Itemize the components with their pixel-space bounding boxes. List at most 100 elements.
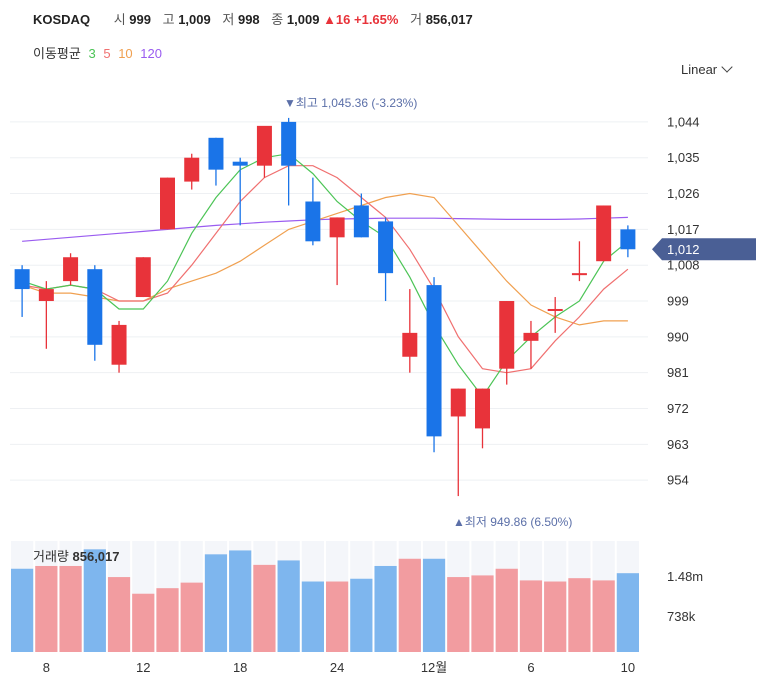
x-tick-label: 6 xyxy=(527,660,534,675)
moving-average-legend: 이동평균 3 5 10 120 xyxy=(33,43,166,62)
candle xyxy=(499,301,515,385)
candle-body xyxy=(353,205,369,238)
volume-bar xyxy=(35,565,58,652)
volume-tick-label: 1.48m xyxy=(667,569,703,584)
index-name: KOSDAQ xyxy=(33,12,91,27)
volume-bar xyxy=(616,573,639,652)
ma-legend-label: 이동평균 xyxy=(33,46,81,61)
ma-5-line xyxy=(22,165,629,374)
volume-title: 거래량 856,017 xyxy=(33,549,120,564)
volume-bar xyxy=(11,568,34,652)
volume-bar xyxy=(471,575,494,652)
current-price-tag xyxy=(652,238,756,261)
volume-bar xyxy=(422,558,446,652)
candle-body xyxy=(402,332,418,357)
candle xyxy=(620,225,636,258)
x-tick-label: 10 xyxy=(621,660,635,675)
candle xyxy=(256,125,272,178)
candle-body xyxy=(378,221,394,274)
high-value: 1,009 xyxy=(178,12,211,27)
candle xyxy=(596,205,612,262)
x-tick-label: 12월 xyxy=(421,660,447,675)
candle xyxy=(547,297,563,333)
candle-body xyxy=(475,388,490,429)
candle xyxy=(111,320,127,373)
ma-legend-3[interactable]: 3 xyxy=(88,46,96,61)
x-tick-label: 12 xyxy=(136,660,150,675)
volume-tick-label: 738k xyxy=(667,609,696,624)
y-tick-label: 1,044 xyxy=(667,114,700,129)
volume-bar xyxy=(229,550,252,652)
candle-body xyxy=(232,161,248,166)
candle xyxy=(305,177,321,246)
candle xyxy=(14,265,30,317)
y-tick-label: 1,008 xyxy=(667,258,700,273)
high-label: 고 xyxy=(162,12,175,27)
candle-body xyxy=(450,388,466,417)
close-label: 종 xyxy=(271,12,284,27)
volume-bar xyxy=(568,578,591,652)
candle xyxy=(232,157,248,226)
candle xyxy=(402,289,418,373)
open-label: 시 xyxy=(113,12,126,27)
candle xyxy=(208,137,224,186)
close-value: 1,009 xyxy=(286,12,320,27)
candle-body xyxy=(620,229,636,250)
candle xyxy=(87,265,103,361)
candle-body xyxy=(135,257,151,298)
change-value: ▲16 +1.65% xyxy=(323,12,399,27)
y-tick-label: 954 xyxy=(667,473,689,488)
x-tick-label: 24 xyxy=(330,660,344,675)
ma-legend-120[interactable]: 120 xyxy=(140,46,162,61)
candle-body xyxy=(596,205,612,262)
volume-total: 856,017 xyxy=(73,549,120,564)
volume-bar xyxy=(374,565,397,652)
low-label: 저 xyxy=(222,12,235,27)
volume-bar xyxy=(156,588,179,652)
volume-bar xyxy=(83,549,106,652)
candle xyxy=(426,277,442,453)
scale-selector[interactable]: Linear xyxy=(681,61,733,77)
candle-body xyxy=(305,201,321,242)
candle-body xyxy=(111,324,127,365)
candle-body xyxy=(256,125,272,166)
volume-bar xyxy=(107,577,131,652)
y-tick-label: 1,035 xyxy=(667,150,700,165)
candle xyxy=(450,388,466,497)
volume-bar xyxy=(277,560,300,652)
quote-header: KOSDAQ 시 999 고 1,009 저 998 종 1,009 ▲16 +… xyxy=(33,9,473,28)
y-tick-label: 963 xyxy=(667,437,689,452)
volume-bar xyxy=(350,578,373,652)
candle-body xyxy=(208,137,224,170)
max-price-label: ▼최고 1,045.36 (-3.23%) xyxy=(284,96,417,110)
candle xyxy=(571,241,587,282)
y-tick-label: 990 xyxy=(667,329,689,344)
ma-legend-10[interactable]: 10 xyxy=(118,46,133,61)
y-tick-label: 999 xyxy=(667,294,689,309)
volume-bar xyxy=(544,581,567,652)
candle-body xyxy=(571,273,587,276)
candle-body xyxy=(63,257,79,282)
ma-120-line xyxy=(22,216,628,242)
open-value: 999 xyxy=(129,12,151,27)
candle-body xyxy=(547,308,563,311)
y-tick-label: 1,017 xyxy=(667,222,700,237)
candle xyxy=(378,217,394,302)
volume-bar xyxy=(204,554,228,652)
candle xyxy=(281,117,297,206)
candle-body xyxy=(38,289,54,302)
volume-bar xyxy=(132,593,155,652)
min-price-label: ▲최저 949.86 (6.50%) xyxy=(453,515,572,529)
volume-bar xyxy=(398,558,421,652)
candle-body xyxy=(426,285,442,437)
scale-selector-label: Linear xyxy=(681,62,718,77)
volume-bar xyxy=(59,565,82,652)
candle-body xyxy=(87,269,103,345)
candle-body xyxy=(14,269,30,290)
candle xyxy=(63,253,79,286)
ma-legend-5[interactable]: 5 xyxy=(103,46,111,61)
volume-bar xyxy=(301,581,324,652)
candle-body xyxy=(281,121,297,166)
candle xyxy=(135,257,151,298)
